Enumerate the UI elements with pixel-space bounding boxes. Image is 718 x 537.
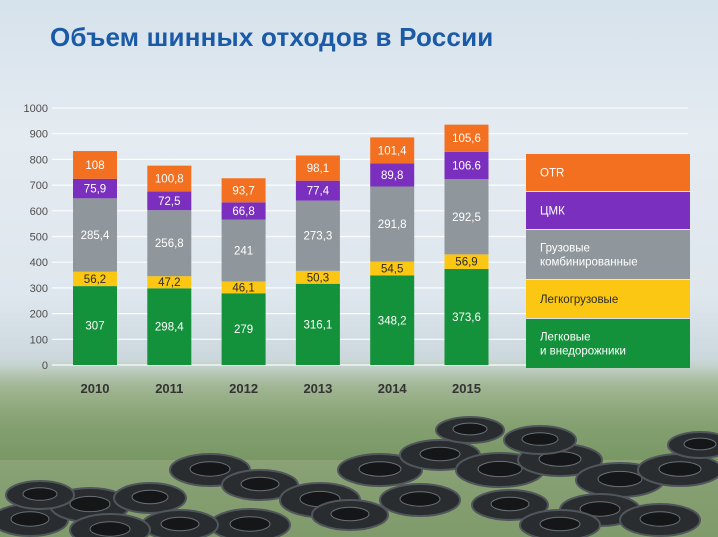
legend-block-1	[526, 192, 690, 229]
bar-2013-series-1	[295, 270, 340, 284]
bar-2015-series-0	[444, 268, 489, 365]
data-label-2015-series-2: 292,5	[452, 212, 481, 224]
legend-label-2-line-1: комбинированные	[540, 257, 638, 269]
data-label-2013-series-3: 77,4	[307, 186, 330, 198]
data-label-2012-series-2: 241	[234, 245, 253, 257]
bar-2015-series-2	[444, 179, 489, 255]
legend-label-3-line-0: Легкогрузовые	[540, 294, 618, 306]
bar-2011-series-1	[147, 276, 192, 289]
bar-2014-series-2	[370, 186, 415, 262]
data-label-2015-series-3: 106.6	[452, 160, 481, 172]
data-label-2015-series-0: 373,6	[452, 312, 481, 324]
data-label-2010-series-3: 75,9	[84, 184, 106, 196]
y-tick-label-300: 300	[30, 283, 48, 295]
legend-label-1-line-0: ЦМК	[540, 206, 565, 218]
bar-2015-series-4	[444, 124, 489, 152]
bar-2014-series-4	[370, 137, 415, 164]
bar-2011-series-4	[147, 165, 192, 192]
chart-title: Объем шинных отходов в России	[50, 22, 494, 52]
bar-2011-series-3	[147, 191, 192, 211]
x-tick-label-2011: 2011	[155, 381, 183, 396]
y-tick-label-1000: 1000	[24, 103, 48, 115]
bar-2010-series-4	[73, 151, 117, 179]
data-label-2015-series-4: 105,6	[452, 133, 481, 145]
data-label-2014-series-4: 101,4	[378, 145, 407, 157]
bar-2013-series-4	[295, 155, 340, 181]
legend-block-0	[526, 154, 690, 191]
bar-2015-series-1	[444, 254, 489, 269]
data-label-2015-series-1: 56,9	[455, 257, 477, 269]
data-label-2013-series-2: 273,3	[304, 231, 333, 243]
legend-block-3	[526, 280, 690, 318]
bar-2014-series-3	[370, 163, 415, 187]
data-label-2011-series-0: 298,4	[155, 322, 184, 334]
legend-label-2-line-0: Грузовые	[540, 243, 590, 255]
data-label-2013-series-4: 98,1	[307, 163, 329, 175]
bar-2012-series-1	[221, 281, 266, 294]
data-label-2013-series-0: 316,1	[304, 319, 333, 331]
bar-2015-series-3	[444, 151, 489, 180]
bar-2012-series-4	[221, 178, 266, 203]
bar-2010-series-2	[73, 198, 117, 272]
bar-2010-series-3	[73, 178, 117, 199]
y-tick-label-100: 100	[30, 334, 48, 346]
data-label-2012-series-3: 66,8	[232, 206, 254, 218]
bar-2012-series-3	[221, 202, 266, 220]
data-label-2011-series-2: 256,8	[155, 238, 184, 250]
data-label-2010-series-1: 56,2	[84, 274, 106, 286]
legend-block-4	[526, 319, 690, 368]
data-label-2010-series-0: 307	[85, 321, 104, 333]
y-tick-label-600: 600	[30, 206, 48, 218]
bar-2013-series-2	[295, 200, 340, 271]
legend-block-2	[526, 230, 690, 279]
data-label-2011-series-3: 72,5	[158, 196, 180, 208]
x-tick-label-2015: 2015	[452, 381, 481, 396]
y-tick-label-900: 900	[30, 129, 48, 141]
data-label-2012-series-0: 279	[234, 324, 253, 336]
bar-2011-series-0	[147, 288, 192, 365]
data-label-2011-series-1: 47,2	[158, 277, 180, 289]
bar-2013-series-0	[295, 283, 340, 365]
legend-label-0-line-0: OTR	[540, 168, 564, 180]
data-label-2014-series-2: 291,8	[378, 219, 407, 231]
y-tick-label-500: 500	[30, 232, 48, 244]
data-label-2013-series-1: 50,3	[307, 272, 329, 284]
data-label-2012-series-1: 46,1	[232, 282, 254, 294]
bar-2014-series-0	[370, 275, 415, 365]
data-label-2014-series-3: 89,8	[381, 170, 403, 182]
bar-2012-series-2	[221, 219, 266, 282]
data-label-2011-series-4: 100,8	[155, 174, 184, 186]
data-label-2010-series-4: 108	[85, 160, 104, 172]
x-tick-label-2014: 2014	[378, 381, 408, 396]
y-tick-label-200: 200	[30, 309, 48, 321]
legend-label-4-line-1: и внедорожники	[540, 346, 626, 358]
x-tick-label-2012: 2012	[229, 381, 258, 396]
x-tick-label-2013: 2013	[303, 381, 332, 396]
legend-label-4-line-0: Легковые	[540, 332, 590, 344]
data-label-2014-series-0: 348,2	[378, 315, 407, 327]
y-tick-label-400: 400	[30, 257, 48, 269]
y-tick-label-700: 700	[30, 180, 48, 192]
y-tick-label-0: 0	[42, 360, 48, 372]
bar-2014-series-1	[370, 261, 415, 276]
data-label-2010-series-2: 285,4	[81, 230, 110, 242]
bar-2012-series-0	[221, 293, 266, 365]
bar-2013-series-3	[295, 180, 340, 201]
bar-2010-series-0	[73, 286, 117, 365]
y-tick-label-800: 800	[30, 154, 48, 166]
data-label-2014-series-1: 54,5	[381, 264, 403, 276]
bar-2010-series-1	[73, 271, 117, 287]
x-tick-label-2010: 2010	[81, 381, 110, 396]
data-label-2012-series-4: 93,7	[232, 185, 254, 197]
bar-2011-series-2	[147, 210, 192, 277]
